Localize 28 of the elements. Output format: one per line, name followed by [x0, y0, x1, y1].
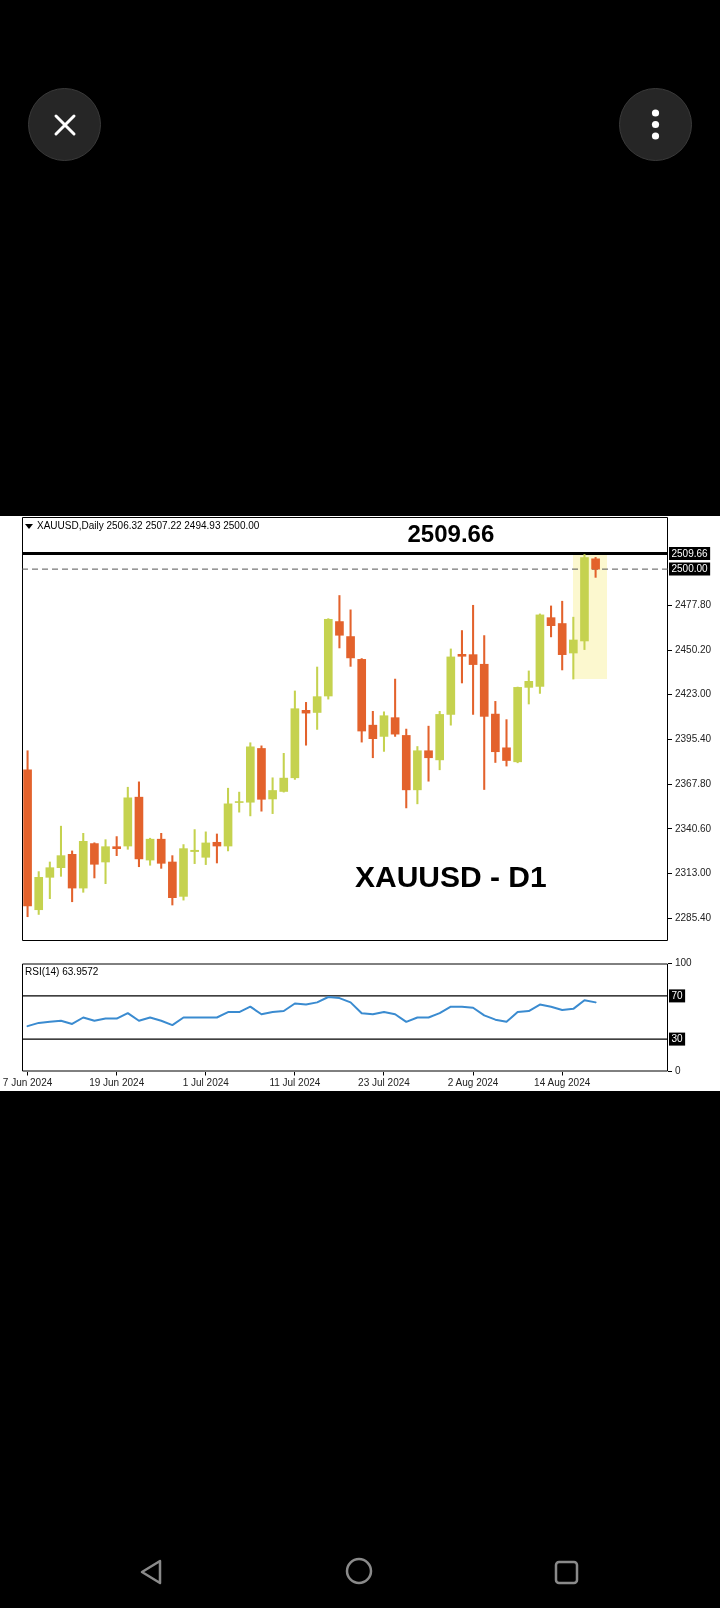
ref-line-label: 30 [671, 1033, 684, 1045]
x-tick-label: 19 Jun 2024 [89, 1077, 145, 1089]
x-tick-label: 14 Aug 2024 [534, 1077, 591, 1089]
y-tick-label: 2340.60 [675, 822, 712, 834]
y-tick-label: 2313.00 [675, 867, 712, 879]
ref-line-label: 2500.00 [671, 563, 709, 575]
y-tick-label: 2285.40 [675, 912, 712, 924]
x-tick-label: 7 Jun 2024 [2, 1077, 53, 1089]
y-tick-label: 0 [675, 1065, 681, 1077]
x-tick-label: 23 Jul 2024 [358, 1077, 411, 1089]
y-tick-label: 100 [675, 957, 693, 969]
ref-line-label: 70 [671, 990, 684, 1002]
candlestick [190, 829, 199, 864]
y-tick-label: 2423.00 [675, 688, 712, 700]
annotation: XAUUSD - D1 [355, 860, 547, 893]
x-tick-label: 1 Jul 2024 [182, 1077, 230, 1089]
x-tick-label: 11 Jul 2024 [269, 1077, 321, 1089]
y-tick-label: 2395.40 [675, 733, 712, 745]
ref-line-label: 2509.66 [671, 547, 709, 559]
x-tick-label: 2 Aug 2024 [447, 1077, 499, 1089]
chart-title: XAUUSD,Daily 2506.32 2507.22 2494.93 2500.00 [37, 520, 260, 532]
y-tick-label: 2477.80 [675, 599, 712, 611]
candlestick [502, 719, 511, 767]
y-tick-label: 2367.80 [675, 778, 712, 790]
candlestick [457, 630, 467, 684]
y-tick-label: 2450.20 [675, 643, 712, 655]
annotation: 2509.66 [407, 520, 495, 547]
chart-title: RSI(14) 63.9572 [25, 966, 99, 978]
